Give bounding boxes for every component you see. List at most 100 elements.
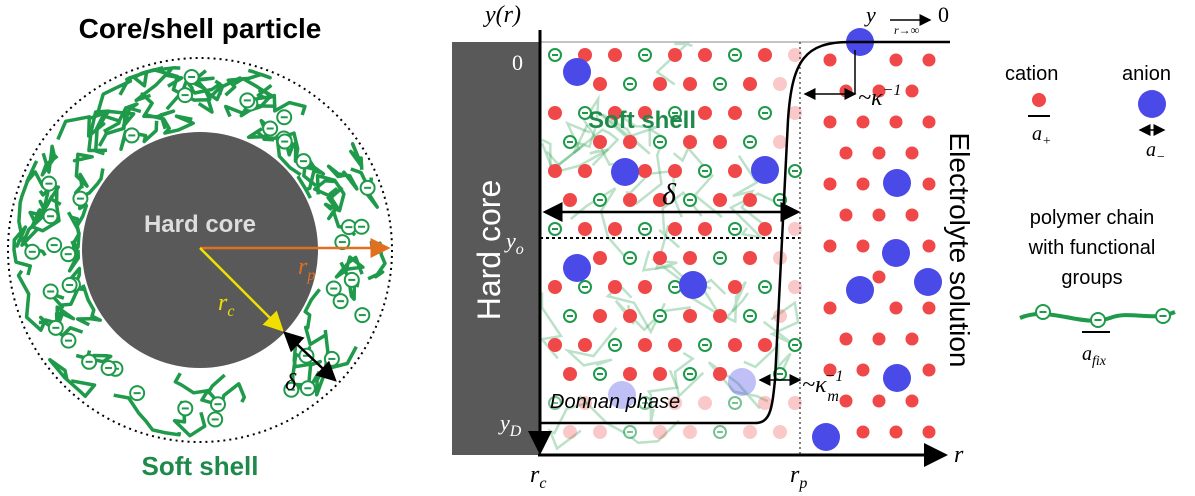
afix-sub: fix [1092, 354, 1107, 369]
core-label: Hard core [144, 211, 256, 238]
rc-tick-label: rc [530, 462, 546, 492]
anion [728, 368, 756, 396]
cation-symbol [1032, 93, 1046, 107]
cation [873, 209, 886, 222]
cation [840, 209, 853, 222]
polymer-chain [305, 289, 326, 344]
cation [906, 209, 919, 222]
hard-core [82, 132, 318, 368]
anion [563, 58, 591, 86]
polymer-chain [114, 395, 180, 435]
delta-label: δ [662, 178, 677, 211]
cation [857, 364, 870, 377]
cation [743, 193, 757, 207]
cation [593, 135, 607, 149]
anion [914, 268, 942, 296]
polymer-chain [145, 115, 193, 133]
polymer-chain [764, 303, 798, 344]
cation [623, 367, 637, 381]
cation [668, 338, 682, 352]
polymer-label-3: groups [1061, 267, 1122, 289]
cation [578, 164, 592, 178]
anion [751, 156, 779, 184]
cation [840, 333, 853, 346]
cation [873, 271, 886, 284]
cation [683, 135, 697, 149]
a-minus-sub: − [1156, 150, 1165, 165]
cation [923, 240, 936, 253]
cation [713, 309, 727, 323]
a-plus-base: a [1032, 123, 1042, 145]
cation [563, 367, 577, 381]
kappa-sup: −1 [883, 82, 902, 99]
anion [883, 169, 911, 197]
cation [623, 135, 637, 149]
core-label: Hard core [471, 180, 507, 321]
anion [611, 158, 639, 186]
cation [728, 338, 742, 352]
yd-sub: D [509, 423, 522, 440]
cation [728, 280, 742, 294]
cation [638, 164, 652, 178]
cation [713, 193, 727, 207]
cation [857, 178, 870, 191]
cation [906, 85, 919, 98]
cation [698, 106, 712, 120]
kappa-m-sub: m [827, 388, 839, 405]
anion [883, 364, 911, 392]
cation [923, 426, 936, 439]
cation [593, 251, 607, 265]
a-plus-sub: + [1042, 134, 1051, 149]
figure: Core/shell particle Hard core rp rc δ So… [0, 0, 1195, 496]
cation [824, 54, 837, 67]
cation [593, 309, 607, 323]
legend: cation a+ anion a− polymer chain with fu… [1005, 63, 1175, 369]
rc-sub: c [227, 303, 234, 320]
cation [548, 164, 562, 178]
polymer-label-2: with functional [1028, 237, 1156, 259]
cation [923, 302, 936, 315]
cation [608, 48, 622, 62]
cation [743, 425, 757, 439]
cation [593, 425, 607, 439]
cation [743, 251, 757, 265]
zero-label: 0 [512, 50, 523, 75]
cation [906, 147, 919, 160]
limit-y: y [864, 2, 876, 27]
cation [758, 222, 772, 236]
cation [683, 77, 697, 91]
cation [788, 48, 802, 62]
cation [890, 302, 903, 315]
cation [923, 364, 936, 377]
cation-label: cation [1005, 63, 1058, 85]
yo-sub: o [516, 241, 524, 258]
cation [743, 77, 757, 91]
cation [758, 48, 772, 62]
afix-base: a [1082, 343, 1092, 365]
cation [713, 135, 727, 149]
cation [608, 222, 622, 236]
cation [698, 222, 712, 236]
cation [873, 395, 886, 408]
cation [824, 240, 837, 253]
polymer-chain [42, 146, 57, 175]
cation [668, 222, 682, 236]
rp-sub: p [306, 267, 315, 284]
cation [578, 222, 592, 236]
anion [882, 239, 910, 267]
rp-sub: p [798, 475, 807, 492]
title: Core/shell particle [79, 13, 322, 44]
yd-base: y [498, 410, 510, 435]
polymer-chain [75, 154, 93, 188]
limit-value: 0 [938, 2, 949, 27]
cation [773, 135, 787, 149]
cation [653, 251, 667, 265]
anion-label: anion [1122, 63, 1171, 85]
a-plus-label: a+ [1032, 123, 1051, 149]
cation [824, 116, 837, 129]
polymer-chain [674, 148, 722, 217]
cation [857, 116, 870, 129]
cation [857, 426, 870, 439]
cation [773, 309, 787, 323]
